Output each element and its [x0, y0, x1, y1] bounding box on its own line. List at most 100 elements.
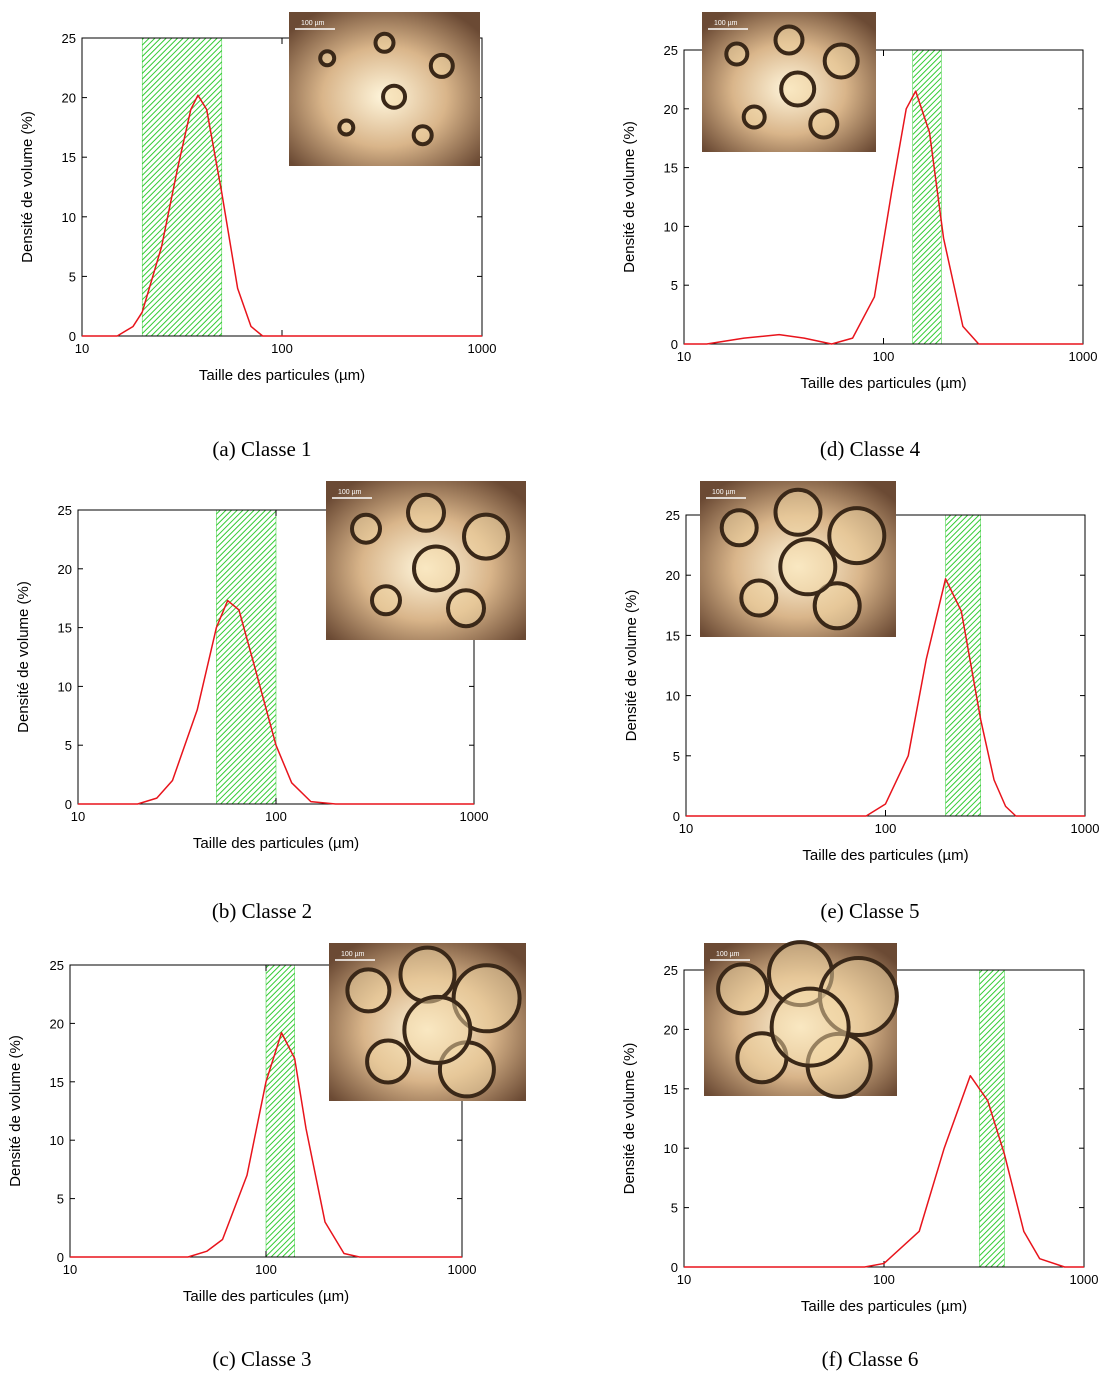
x-tick-label: 10	[75, 341, 89, 356]
droplet	[741, 104, 767, 130]
x-tick-label: 100	[265, 809, 287, 824]
y-tick-label: 5	[673, 749, 680, 764]
x-tick-label: 1000	[1069, 349, 1098, 364]
y-tick-label: 15	[58, 621, 72, 636]
scale-label: 100 µm	[714, 20, 738, 27]
x-axis-label: Taille des particules (µm)	[199, 367, 365, 384]
x-axis-label: Taille des particules (µm)	[801, 1298, 967, 1315]
y-axis-label: Densité de volume (%)	[623, 590, 640, 742]
data-line	[78, 599, 474, 805]
y-axis-label: Densité de volume (%)	[621, 121, 638, 273]
x-tick-label: 10	[71, 809, 85, 824]
y-tick-label: 25	[58, 503, 72, 518]
droplet	[337, 118, 356, 137]
x-axis-label: Taille des particules (µm)	[802, 847, 968, 864]
y-tick-label: 10	[50, 1133, 64, 1148]
y-tick-label: 10	[664, 219, 678, 234]
y-tick-label: 20	[62, 91, 76, 106]
caption: (d) Classe 4	[820, 437, 921, 461]
droplet	[808, 108, 840, 140]
y-axis-label: Densité de volume (%)	[621, 1043, 638, 1195]
droplet	[827, 506, 887, 566]
y-tick-label: 5	[65, 738, 72, 753]
y-tick-label: 20	[664, 102, 678, 117]
droplet	[345, 967, 392, 1014]
scale-label: 100 µm	[712, 489, 736, 496]
inset-image: 100 µm	[329, 943, 526, 1101]
y-tick-label: 15	[50, 1075, 64, 1090]
chart-panel: 0 5 10 15 20 25 10 100 1000 Taille des particules…	[7, 943, 526, 1371]
x-tick-label: 100	[255, 1262, 277, 1277]
x-tick-label: 1000	[448, 1262, 477, 1277]
data-line	[686, 578, 1085, 817]
y-tick-label: 25	[62, 31, 76, 46]
inset-image: 100 µm	[700, 481, 896, 637]
caption: (c) Classe 3	[212, 1347, 311, 1371]
x-tick-label: 100	[873, 349, 895, 364]
droplet	[365, 1038, 412, 1085]
droplet	[411, 124, 434, 147]
droplet	[778, 537, 838, 597]
data-line	[70, 1031, 462, 1258]
droplet	[773, 487, 823, 537]
x-tick-label: 10	[63, 1262, 77, 1277]
data-line	[82, 94, 482, 337]
droplet	[773, 24, 805, 56]
x-axis-label: Taille des particules (µm)	[193, 835, 359, 852]
x-axis-label: Taille des particules (µm)	[183, 1288, 349, 1305]
x-tick-label: 1000	[460, 809, 489, 824]
x-axis-label: Taille des particules (µm)	[800, 375, 966, 392]
y-tick-label: 0	[671, 1260, 678, 1275]
scale-label: 100 µm	[716, 951, 740, 958]
y-axis-label: Densité de volume (%)	[7, 1035, 24, 1187]
y-tick-label: 10	[58, 679, 72, 694]
y-tick-label: 15	[666, 628, 680, 643]
caption: (b) Classe 2	[212, 899, 312, 923]
y-tick-label: 20	[50, 1016, 64, 1031]
droplet	[370, 584, 402, 617]
y-tick-label: 15	[62, 150, 76, 165]
y-tick-label: 0	[673, 809, 680, 824]
x-tick-label: 100	[875, 821, 897, 836]
inset-image: 100 µm	[289, 12, 480, 166]
droplet	[739, 578, 779, 618]
y-tick-label: 10	[62, 210, 76, 225]
y-tick-label: 5	[57, 1192, 64, 1207]
y-tick-label: 25	[664, 43, 678, 58]
y-tick-label: 25	[666, 508, 680, 523]
chart-panel: 0 5 10 15 20 25 10 100 1000 Taille des particules…	[15, 481, 526, 923]
droplet	[822, 42, 860, 80]
droplet	[769, 986, 851, 1068]
highlight-band	[979, 969, 1005, 1268]
y-tick-label: 5	[671, 278, 678, 293]
chart-panel: 0 5 10 15 20 25 10 100 1000 Taille des particules…	[623, 481, 1099, 923]
highlight-band	[216, 509, 277, 805]
scale-label: 100 µm	[301, 20, 325, 27]
droplet	[318, 49, 337, 68]
inset-image: 100 µm	[326, 481, 526, 640]
droplet	[719, 508, 759, 548]
data-line	[684, 1074, 1084, 1268]
y-tick-label: 0	[671, 337, 678, 352]
droplet	[716, 962, 770, 1016]
y-tick-label: 20	[666, 568, 680, 583]
x-tick-label: 100	[271, 341, 293, 356]
y-axis-label: Densité de volume (%)	[19, 111, 36, 263]
y-tick-label: 20	[58, 562, 72, 577]
highlight-band	[141, 37, 223, 337]
droplet	[724, 41, 750, 67]
caption: (a) Classe 1	[212, 437, 311, 461]
y-axis-label: Densité de volume (%)	[15, 581, 32, 733]
highlight-band	[265, 964, 295, 1258]
chart-panel: 0 5 10 15 20 25 10 100 1000 Taille des particules…	[19, 12, 496, 461]
droplet	[412, 544, 460, 593]
caption: (e) Classe 5	[820, 899, 919, 923]
droplet	[428, 52, 455, 79]
data-line	[684, 90, 1083, 345]
y-tick-label: 5	[69, 269, 76, 284]
highlight-band	[945, 514, 981, 817]
droplet	[446, 588, 486, 629]
chart-panel: 0 5 10 15 20 25 10 100 1000 Taille des particules…	[621, 12, 1097, 461]
